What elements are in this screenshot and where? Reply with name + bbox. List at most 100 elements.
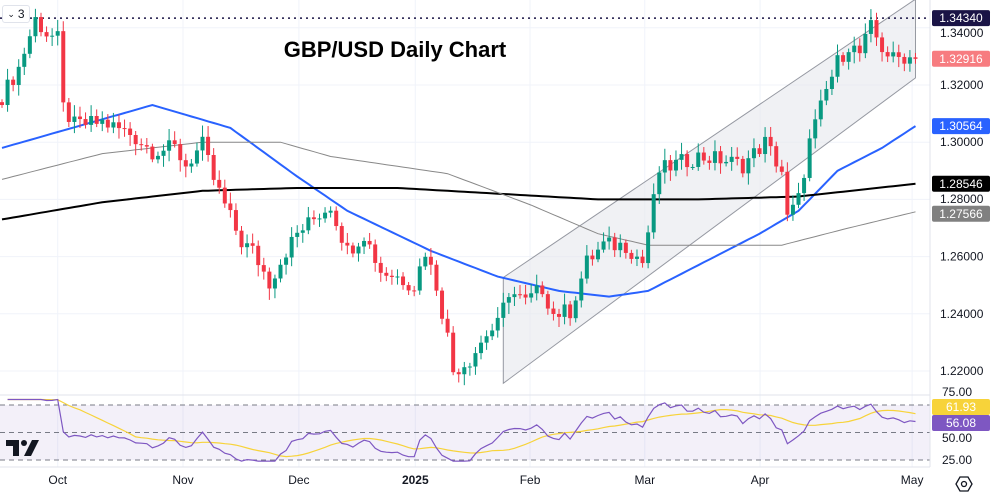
candle-body	[595, 249, 600, 260]
candle-body	[133, 135, 138, 145]
resistance-price-tag-bg	[932, 10, 990, 27]
price-tick-label: 1.30000	[940, 135, 984, 149]
candle-body	[562, 304, 567, 317]
candle-body	[634, 256, 639, 259]
candle-body	[428, 256, 433, 265]
candle-body	[44, 32, 49, 37]
time-axis[interactable]: Oct Nov Dec 2025 Feb Mar Apr May	[48, 473, 923, 487]
candle-body	[712, 151, 717, 163]
chevron-down-icon: ⌄	[7, 8, 15, 19]
ma-50-tag: 1.30564	[939, 119, 983, 133]
price-tick-label: 1.26000	[940, 250, 984, 264]
rsi-value-tag-bg	[932, 415, 990, 431]
rsi-ma-tag-bg	[932, 399, 990, 415]
candle-body	[506, 297, 511, 303]
candle-body	[534, 285, 539, 294]
ma-50-tag-bg	[932, 118, 990, 135]
candle-body	[339, 226, 344, 243]
candle-body	[863, 33, 868, 54]
candle-body	[362, 240, 367, 247]
candle-body	[618, 242, 623, 251]
candle-body	[5, 79, 10, 106]
candle-body	[601, 241, 606, 250]
candle-body	[724, 161, 729, 164]
candle-body	[796, 193, 801, 205]
ma-line-ma50	[1, 103, 917, 298]
ma-100-tag-bg	[932, 205, 990, 222]
candle-body	[841, 55, 846, 62]
candle-body	[790, 204, 795, 215]
candle-body	[217, 179, 222, 188]
candle-body	[228, 203, 233, 211]
candle-body	[551, 308, 556, 314]
candle-body	[38, 17, 43, 33]
candle-body	[818, 100, 823, 120]
candle-body	[139, 144, 144, 146]
candle-body	[27, 36, 32, 54]
settings-icon[interactable]	[955, 476, 973, 492]
candle-body	[512, 294, 517, 298]
collapse-indicators-button[interactable]: ⌄ 3	[2, 5, 30, 23]
candle-body	[172, 140, 177, 145]
candle-body	[813, 119, 818, 139]
price-tick-label: 1.32000	[940, 78, 984, 92]
candle-body	[902, 56, 907, 64]
candle-body	[128, 128, 133, 136]
candle-body	[295, 232, 300, 237]
candle-body	[306, 217, 311, 231]
candle-body	[824, 88, 829, 101]
rsi-tick-label: 25.00	[942, 453, 972, 467]
rsi-tick-label: 75.00	[942, 385, 972, 399]
candle-body	[33, 17, 38, 37]
grid	[0, 0, 930, 467]
candle-body	[646, 232, 651, 264]
candle-body	[484, 336, 489, 343]
candle-body	[880, 37, 885, 53]
candle-body	[718, 151, 723, 164]
candle-body	[707, 160, 712, 163]
candle-body	[640, 256, 645, 264]
candle-body	[495, 317, 500, 331]
candle-body	[529, 293, 534, 298]
candle-body	[668, 160, 673, 171]
candle-body	[356, 246, 361, 254]
candle-body	[584, 255, 589, 279]
candle-body	[462, 367, 467, 375]
candle-body	[167, 140, 172, 151]
candle-body	[868, 20, 873, 34]
candle-body	[518, 294, 523, 296]
candle-body	[250, 243, 255, 246]
candle-body	[540, 285, 545, 295]
candle-body	[384, 272, 389, 276]
candle-body	[77, 116, 82, 120]
candle-body	[61, 31, 66, 103]
candle-body	[267, 271, 272, 289]
candle-body	[735, 156, 740, 159]
candle-body	[907, 57, 912, 64]
candle-body	[66, 102, 71, 122]
candle-body	[679, 154, 684, 160]
tradingview-logo-icon[interactable]	[6, 438, 40, 458]
chart-title: GBP/USD Daily Chart	[284, 37, 507, 62]
candle-body	[612, 237, 617, 251]
candle-body	[0, 102, 4, 106]
candle-body	[473, 353, 478, 367]
candle-body	[607, 237, 612, 242]
price-axis[interactable]: 1.34000 1.32000 1.30000 1.28000 1.26000 1.240…	[940, 26, 984, 467]
candle-body	[89, 115, 94, 125]
candle-body	[729, 156, 734, 162]
candle-body	[111, 122, 116, 128]
time-tick-label: Oct	[48, 473, 67, 487]
candle-body	[233, 210, 238, 231]
candle-body	[467, 366, 472, 368]
candle-body	[785, 171, 790, 215]
candle-body	[545, 294, 550, 309]
candle-body	[451, 332, 456, 373]
candle-body	[245, 243, 250, 248]
candle-body	[417, 266, 422, 291]
candle-body	[440, 290, 445, 319]
candle-body	[194, 150, 199, 164]
candle-body	[701, 152, 706, 161]
candle-body	[406, 285, 411, 291]
